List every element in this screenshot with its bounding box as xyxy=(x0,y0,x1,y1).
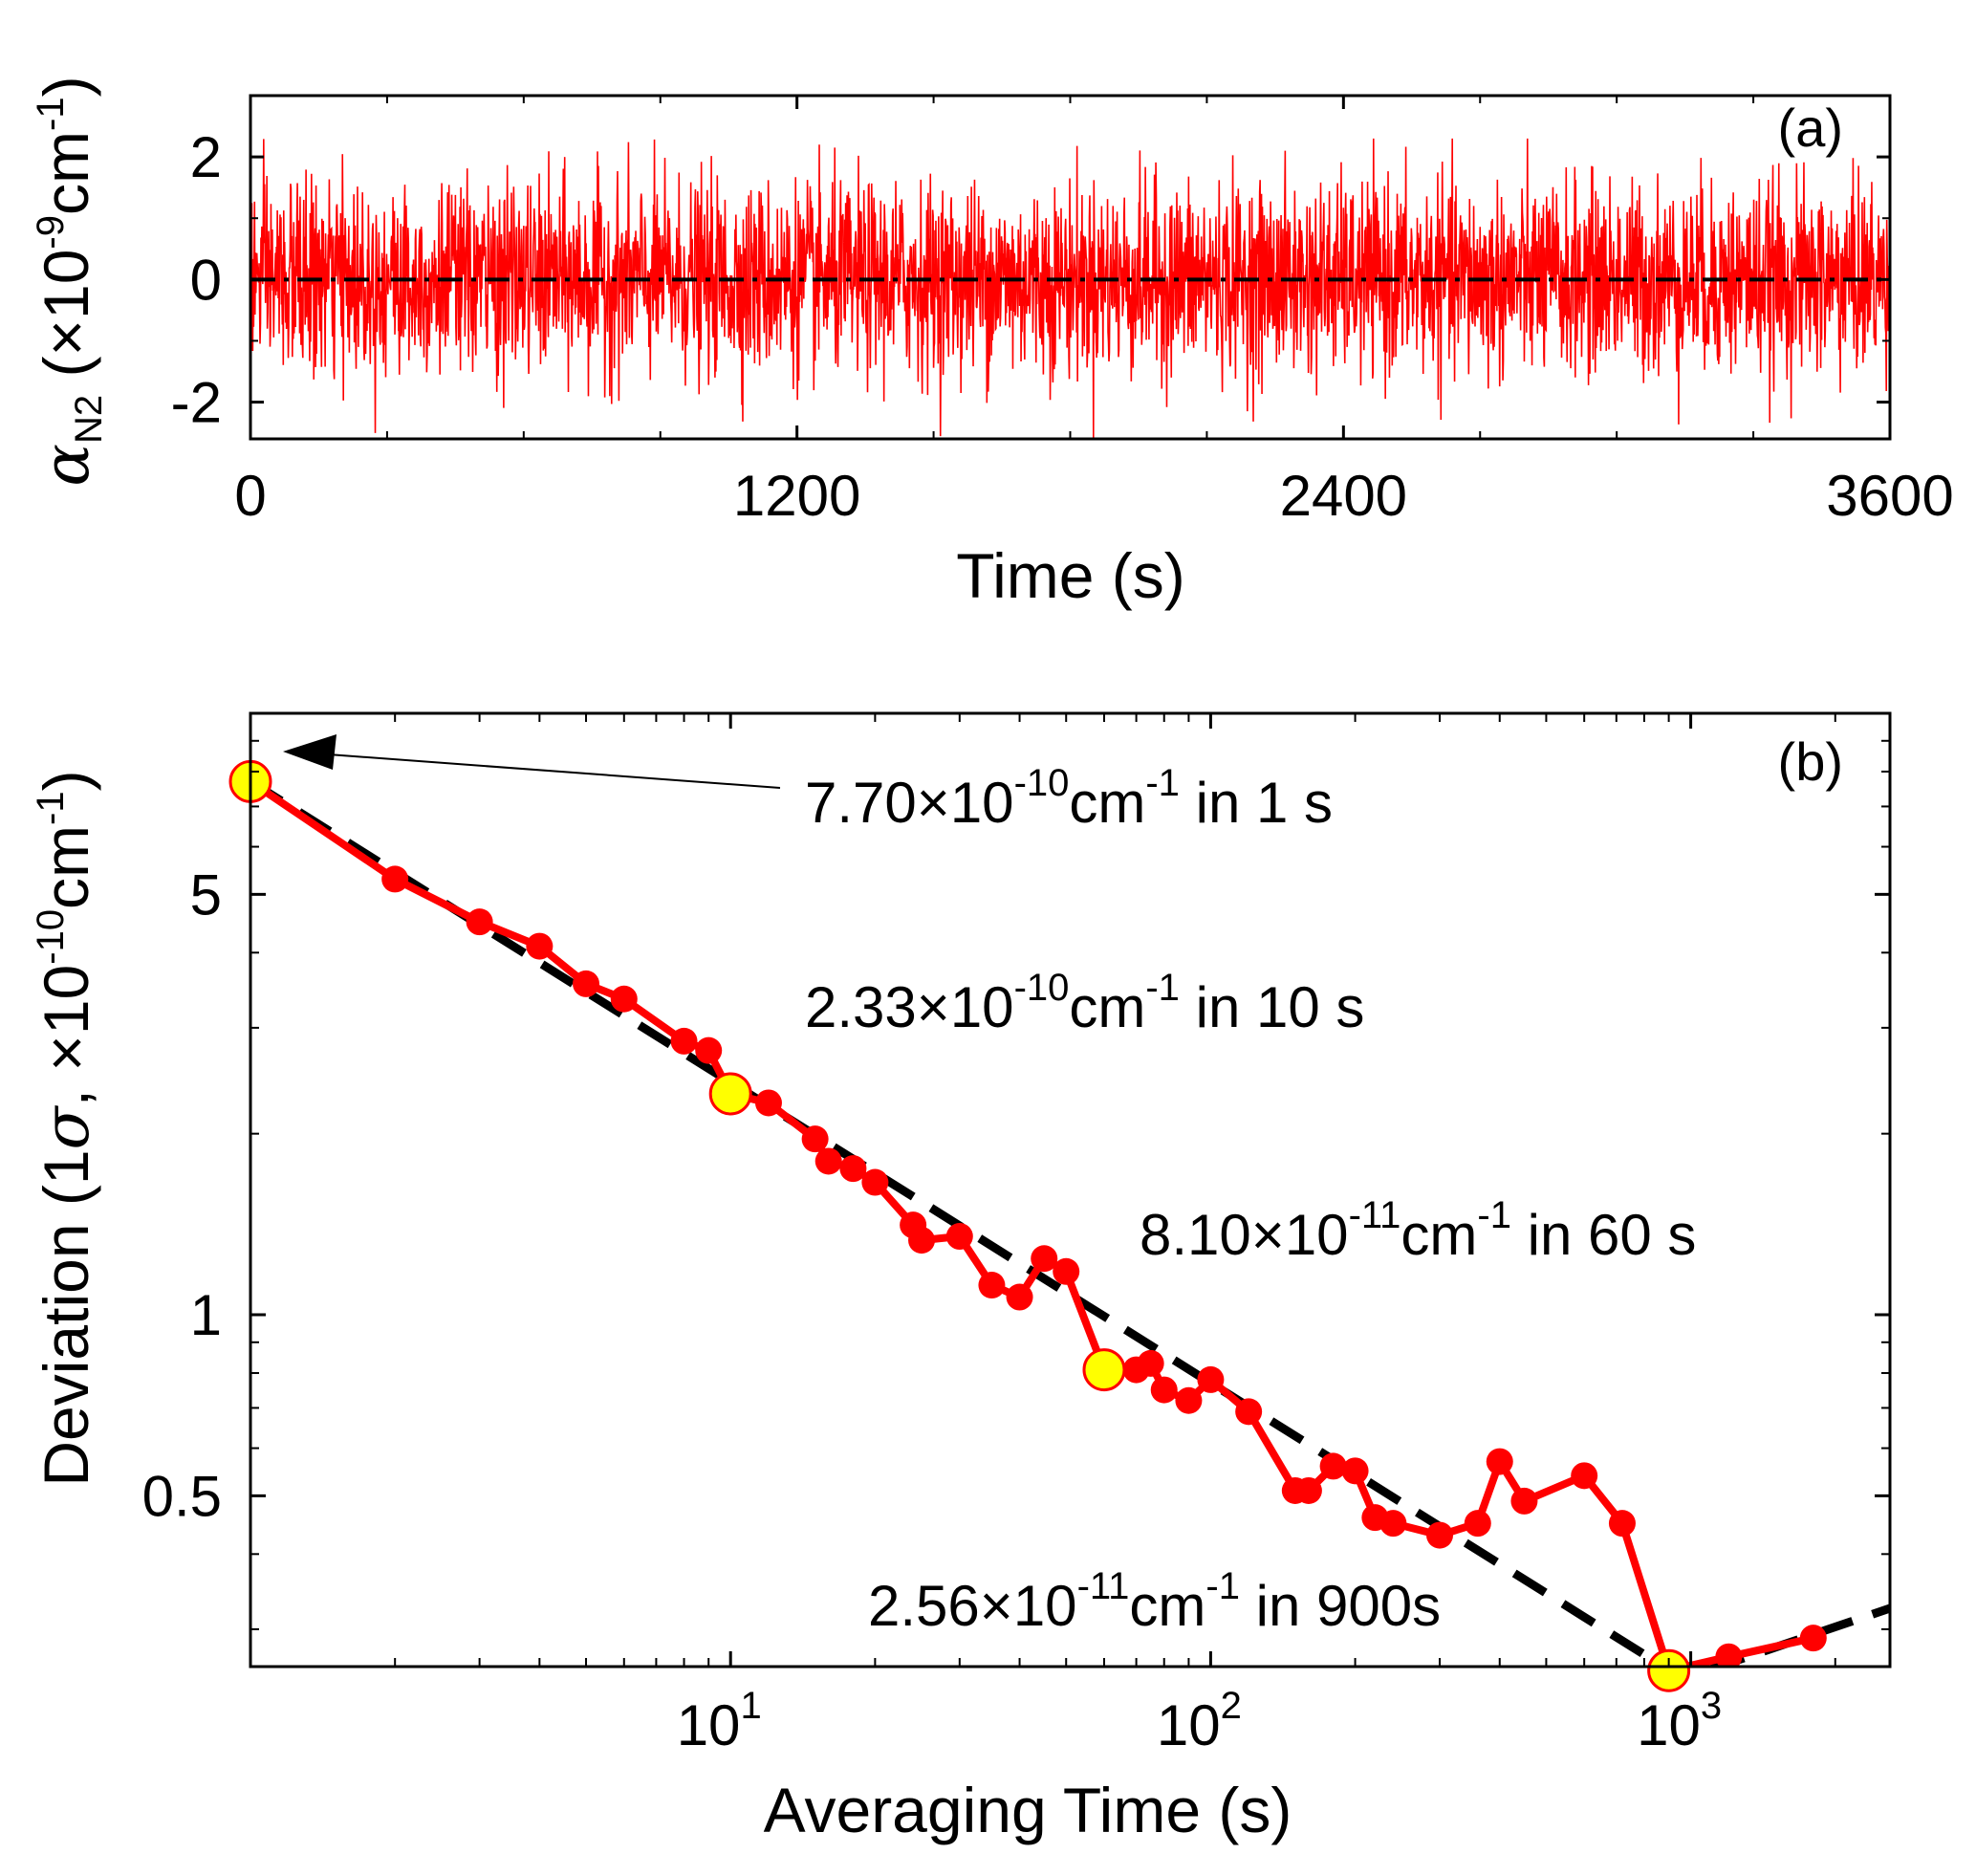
x-tick-label: 0 xyxy=(234,464,266,528)
panel-b: 101 102 103 0.5 1 5 (b) Averaging Time (s) De… xyxy=(30,711,1892,1845)
allan-deviation-point xyxy=(814,1147,842,1175)
alpha-subscript: N2 xyxy=(68,395,110,444)
allan-deviation-point xyxy=(1294,1476,1322,1504)
x-tick-label: 102 xyxy=(1157,1685,1242,1757)
alpha-symbol: α xyxy=(30,444,103,487)
highlighted-point xyxy=(708,1072,752,1116)
allan-deviation-point xyxy=(1235,1398,1263,1426)
y-label-exponent: -10 xyxy=(30,909,72,965)
allan-deviation-point xyxy=(1150,1376,1178,1404)
allan-deviation-point xyxy=(1031,1245,1058,1273)
x-tick-label: 1200 xyxy=(733,464,860,528)
allan-deviation-point xyxy=(801,1125,829,1153)
annotation-10s: 2.33×10-10cm-1 in 10 s xyxy=(805,967,1364,1039)
y-label-unit: cm xyxy=(31,825,101,909)
allan-deviation-point xyxy=(1053,1257,1080,1285)
y-tick-label: -2 xyxy=(171,371,222,435)
y-unit: cm xyxy=(31,131,101,215)
allan-deviation-point xyxy=(1175,1386,1203,1414)
y-label-prefix: Deviation (1 xyxy=(31,1149,101,1486)
noise-trace xyxy=(250,138,1891,440)
allan-deviation-point xyxy=(466,908,493,936)
panel-b-x-axis-label: Averaging Time (s) xyxy=(764,1775,1292,1845)
x-tick-label: 103 xyxy=(1637,1685,1722,1757)
panel-a-x-axis-label: Time (s) xyxy=(956,540,1185,611)
x-tick-label: 3600 xyxy=(1826,464,1953,528)
panel-b-label: (b) xyxy=(1778,731,1843,792)
y-tick-label: 2 xyxy=(190,125,222,189)
allan-deviation-point xyxy=(754,1089,782,1117)
y-tick-label: 0 xyxy=(190,248,222,312)
panel-a-ticks: 0 1200 2400 3600-202 xyxy=(171,96,1954,528)
annotation-arrow xyxy=(283,734,781,789)
panel-b-points xyxy=(228,759,1691,1692)
allan-deviation-point xyxy=(839,1155,867,1183)
allan-deviation-point xyxy=(1426,1521,1454,1549)
y-label-suffix: ) xyxy=(31,770,101,791)
panel-b-ticks: 101 102 103 0.5 1 5 xyxy=(142,713,1890,1757)
sigma-symbol: σ xyxy=(30,1104,103,1149)
allan-deviation-point xyxy=(1379,1510,1407,1538)
allan-deviation-point xyxy=(695,1036,723,1064)
allan-deviation-point xyxy=(1137,1349,1164,1377)
panel-a-label: (a) xyxy=(1778,98,1843,158)
allan-deviation-point xyxy=(573,970,600,997)
y-tick-label: 5 xyxy=(190,862,222,927)
allan-deviation-point xyxy=(1510,1487,1538,1515)
allan-deviation-point xyxy=(1464,1510,1491,1538)
panel-a: 0 1200 2400 3600-202 (a) Time (s) αN2 (×10-… xyxy=(30,76,1954,611)
y-unit-power: -1 xyxy=(30,97,72,131)
y-tick-label: 0.5 xyxy=(142,1464,222,1528)
allan-deviation-point xyxy=(1571,1462,1598,1490)
upturn-reference-line xyxy=(1705,1603,1890,1667)
annotation-60s: 8.10×10-11cm-1 in 60 s xyxy=(1140,1194,1696,1267)
x-tick-label: 2400 xyxy=(1280,464,1407,528)
annotation-900s: 2.56×10-11cm-1 in 900s xyxy=(868,1565,1441,1638)
y-unit-prefix: (×10 xyxy=(31,250,101,395)
allan-deviation-point xyxy=(1799,1625,1827,1652)
x-tick-label: 101 xyxy=(677,1685,762,1757)
allan-deviation-point xyxy=(978,1272,1006,1299)
y-label-unit-power: -1 xyxy=(30,791,72,825)
allan-deviation-point xyxy=(1486,1448,1513,1475)
y-unit-suffix: ) xyxy=(31,76,101,97)
allan-deviation-point xyxy=(1197,1365,1225,1393)
y-tick-label: 1 xyxy=(190,1283,222,1347)
allan-deviation-point xyxy=(861,1168,889,1196)
allan-deviation-point xyxy=(908,1227,936,1254)
allan-deviation-point xyxy=(1715,1643,1743,1667)
allan-deviation-point xyxy=(1341,1457,1369,1485)
annotation-1s: 7.70×10-10cm-1 in 1 s xyxy=(805,762,1333,835)
allan-deviation-point xyxy=(1006,1283,1033,1311)
y-label-middle: , ×10 xyxy=(31,965,101,1107)
allan-deviation-point xyxy=(1608,1510,1636,1538)
arrow-head-icon xyxy=(283,734,337,770)
panel-b-y-axis-label: Deviation (1σ, ×10-10cm-1) xyxy=(30,770,103,1486)
highlighted-point xyxy=(1647,1648,1691,1692)
panel-a-plot-area xyxy=(250,138,1891,440)
allan-deviation-point xyxy=(610,985,638,1013)
allan-deviation-point xyxy=(670,1027,698,1055)
allan-deviation-point xyxy=(1319,1452,1347,1480)
allan-deviation-point xyxy=(526,932,554,960)
panel-a-y-axis-label: αN2 (×10-9cm-1) xyxy=(30,76,110,486)
highlighted-point xyxy=(1082,1348,1126,1392)
allan-deviation-point xyxy=(945,1223,973,1251)
panel-b-frame xyxy=(249,711,1892,1669)
allan-deviation-point xyxy=(381,865,409,893)
y-unit-exponent: -9 xyxy=(30,215,72,250)
